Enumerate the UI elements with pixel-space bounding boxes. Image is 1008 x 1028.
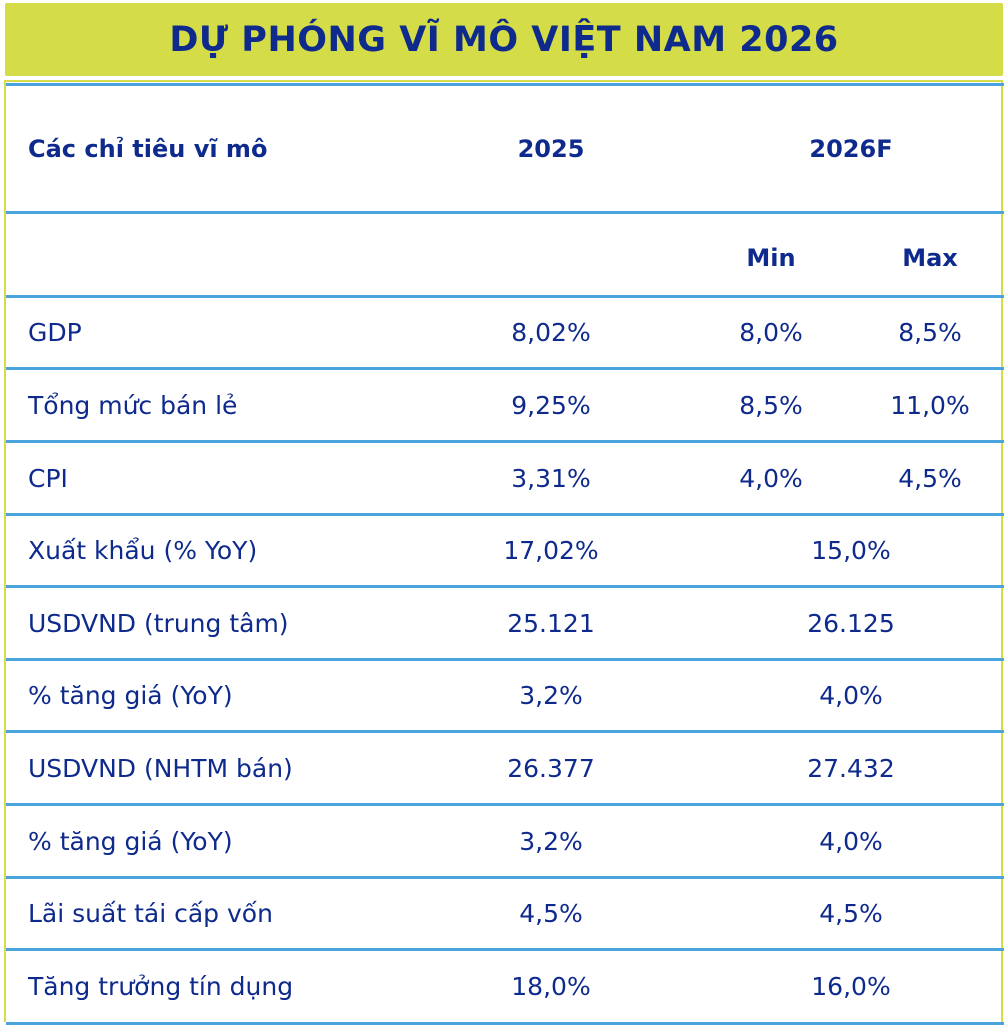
title-banner: DỰ PHÓNG VĨ MÔ VIỆT NAM 2026 xyxy=(5,3,1003,76)
table-row: USDVND (NHTM bán) 26.377 27.432 xyxy=(6,730,1004,803)
table-row: USDVND (trung tâm) 25.121 26.125 xyxy=(6,585,1004,658)
value-2025: 17,02% xyxy=(503,536,599,565)
value-2026f: 4,0% xyxy=(819,826,883,856)
row-label: % tăng giá (YoY) xyxy=(28,826,233,856)
subheader-row: Min Max xyxy=(6,211,1004,296)
row-label: USDVND (trung tâm) xyxy=(28,608,289,638)
value-2026-min: 8,5% xyxy=(739,390,803,420)
value-2025: 8,02% xyxy=(511,318,591,347)
value-2026-min: 8,0% xyxy=(739,318,803,347)
table-row: Tổng mức bán lẻ 9,25% 8,5% 11,0% xyxy=(6,367,1004,440)
value-2026-max: 4,5% xyxy=(898,463,962,493)
value-2025: 3,31% xyxy=(511,463,591,493)
value-2025: 9,25% xyxy=(511,390,591,420)
value-2025: 18,0% xyxy=(511,972,591,1001)
value-2026f: 4,0% xyxy=(819,681,883,710)
row-label: % tăng giá (YoY) xyxy=(28,681,233,710)
value-2026-max: 8,5% xyxy=(898,318,962,347)
row-label: CPI xyxy=(28,463,68,493)
table-row: Tăng trưởng tín dụng 18,0% 16,0% xyxy=(6,948,1004,1025)
row-label: Tăng trưởng tín dụng xyxy=(28,972,294,1001)
header-row: Các chỉ tiêu vĩ mô 2025 2026F xyxy=(6,83,1004,212)
table-row: CPI 3,31% 4,0% 4,5% xyxy=(6,440,1004,513)
header-2026f: 2026F xyxy=(809,135,893,163)
row-label: Xuất khẩu (% YoY) xyxy=(28,536,258,565)
value-2025: 26.377 xyxy=(507,753,595,783)
header-indicator: Các chỉ tiêu vĩ mô xyxy=(28,135,268,163)
value-2025: 4,5% xyxy=(519,899,583,928)
table-row: Lãi suất tái cấp vốn 4,5% 4,5% xyxy=(6,876,1004,948)
value-2026f: 15,0% xyxy=(811,536,891,565)
header-max: Max xyxy=(902,244,958,272)
value-2026f: 26.125 xyxy=(807,608,895,638)
table-row: GDP 8,02% 8,0% 8,5% xyxy=(6,295,1004,367)
value-2025: 3,2% xyxy=(519,826,583,856)
value-2026f: 4,5% xyxy=(819,899,883,928)
value-2025: 25.121 xyxy=(507,608,595,638)
row-label: USDVND (NHTM bán) xyxy=(28,753,293,783)
value-2026f: 16,0% xyxy=(811,972,891,1001)
table-row: % tăng giá (YoY) 3,2% 4,0% xyxy=(6,658,1004,730)
page-title: DỰ PHÓNG VĨ MÔ VIỆT NAM 2026 xyxy=(169,19,839,60)
header-min: Min xyxy=(746,244,796,272)
table-row: Xuất khẩu (% YoY) 17,02% 15,0% xyxy=(6,513,1004,585)
value-2026-min: 4,0% xyxy=(739,463,803,493)
value-2025: 3,2% xyxy=(519,681,583,710)
value-2026-max: 11,0% xyxy=(890,390,970,420)
row-label: Lãi suất tái cấp vốn xyxy=(28,899,273,928)
value-2026f: 27.432 xyxy=(807,753,895,783)
row-label: Tổng mức bán lẻ xyxy=(28,390,238,420)
row-label: GDP xyxy=(28,318,82,347)
table-frame xyxy=(4,80,1003,1022)
table-row: % tăng giá (YoY) 3,2% 4,0% xyxy=(6,803,1004,876)
header-2025: 2025 xyxy=(517,135,585,163)
